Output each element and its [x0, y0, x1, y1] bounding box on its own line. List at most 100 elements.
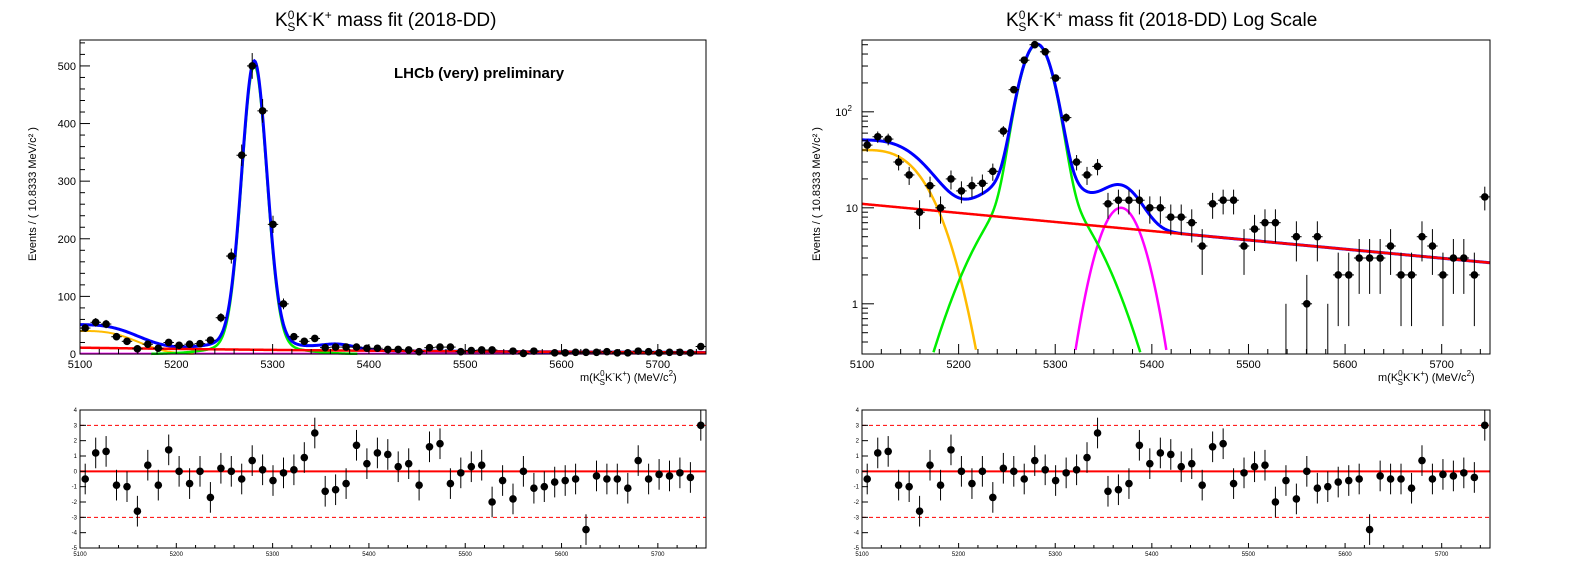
pull-point [237, 475, 246, 483]
data-point [1156, 204, 1165, 212]
pull-point [1376, 472, 1384, 480]
pull-point [175, 467, 183, 476]
y-tick-label: 1 [856, 454, 860, 460]
y-tick-label: -3 [854, 515, 860, 521]
pull-point [1020, 475, 1029, 483]
data-point [342, 343, 350, 351]
pull-point [1386, 475, 1395, 483]
pull-point [540, 482, 549, 491]
pull-point [1407, 484, 1416, 493]
x-tick-label: 5700 [646, 359, 670, 371]
pull-point [91, 449, 100, 457]
pull-point [1282, 476, 1290, 485]
data-point [488, 346, 496, 354]
x-tick-label: 5300 [266, 552, 280, 558]
pull-point [686, 473, 695, 482]
left-main-title: K0 SK-K+ mass fit (2018-DD) [275, 8, 496, 34]
pull-point [1397, 475, 1405, 483]
pull-point [676, 469, 684, 477]
data-point [509, 347, 517, 355]
y-tick-label: 4 [74, 408, 78, 414]
data-point [258, 107, 267, 115]
pull-point [530, 484, 538, 493]
data-point [550, 349, 559, 357]
data-point [196, 339, 204, 348]
data-point [1250, 225, 1259, 233]
pull-point [290, 466, 298, 474]
data-point [1062, 113, 1070, 122]
pull-point [217, 464, 225, 473]
pull-point [1480, 421, 1489, 430]
data-point [1344, 271, 1353, 279]
data-point [1261, 218, 1269, 227]
pull-point [425, 443, 434, 451]
pull-point [1428, 475, 1437, 483]
pull-point [1166, 450, 1175, 459]
x-tick-label: 5200 [170, 552, 184, 558]
data-point [1365, 254, 1374, 262]
y-tick-label: -5 [72, 546, 78, 552]
pull-point [561, 476, 569, 485]
pull-point [196, 467, 204, 476]
data-point [154, 344, 163, 353]
pull-point [1355, 475, 1363, 483]
y-tick-label: -2 [854, 500, 860, 506]
pull-point [1041, 466, 1049, 474]
pull-point [467, 462, 476, 471]
data-point [1334, 271, 1343, 279]
x-tick-label: 5500 [1236, 359, 1260, 371]
data-point [947, 175, 955, 183]
y-tick-label: 0 [70, 349, 76, 361]
plot-frame [861, 409, 1491, 549]
data-point [1114, 196, 1123, 205]
pull-point [1219, 439, 1227, 448]
y-tick-label: 1 [852, 299, 858, 311]
x-tick-label: 5500 [459, 552, 473, 558]
x-tick-label: 5100 [855, 552, 869, 558]
linear-fit-panel: 0 100 200 300 400 500 5100 5200 5300 5400 5500 5600… [27, 39, 707, 387]
data-point [926, 181, 934, 190]
x-tick-label: 5700 [651, 552, 665, 558]
pull-point [634, 456, 642, 465]
data-point [248, 62, 256, 70]
data-point [1460, 254, 1468, 262]
pull-point [696, 421, 705, 430]
data-point [1292, 232, 1301, 241]
x-tick-label: 5600 [1333, 359, 1357, 371]
pull-point [404, 459, 413, 468]
pull-point [571, 475, 580, 483]
pull-point [352, 441, 361, 450]
data-point [530, 347, 538, 355]
x-tick-label: 5700 [1429, 359, 1453, 371]
data-point [1208, 200, 1217, 208]
x-axis-label: m(K0 SK-K+) (MeV/c2) [1378, 369, 1475, 387]
y-tick-label: -2 [72, 500, 78, 506]
pull-point [1030, 456, 1039, 465]
data-point [1177, 213, 1186, 221]
y-tick-label: 400 [58, 119, 76, 131]
pull-point [1125, 479, 1133, 488]
pull-point [258, 466, 267, 474]
pull-point [300, 453, 309, 462]
data-point [1166, 213, 1175, 221]
pull-point [446, 479, 455, 488]
pull-point [1313, 484, 1322, 493]
data-point [1313, 232, 1322, 241]
data-point [1418, 232, 1426, 241]
data-point [999, 127, 1008, 135]
data-point [331, 343, 340, 351]
pull-point [947, 446, 955, 454]
x-tick-label: 5400 [362, 552, 376, 558]
y-axis-label: Events / ( 10.8333 MeV/c² ) [27, 127, 39, 261]
pull-point [342, 479, 350, 488]
x-tick-label: 5400 [357, 359, 381, 371]
data-point [873, 132, 882, 141]
pull-point [1334, 478, 1343, 486]
pull-point [1093, 429, 1102, 437]
pull-point [1240, 469, 1248, 477]
data-point [175, 341, 183, 350]
data-point [1020, 56, 1029, 64]
data-point [404, 346, 413, 354]
pull-point [1009, 467, 1018, 476]
pull-point [1344, 476, 1353, 485]
